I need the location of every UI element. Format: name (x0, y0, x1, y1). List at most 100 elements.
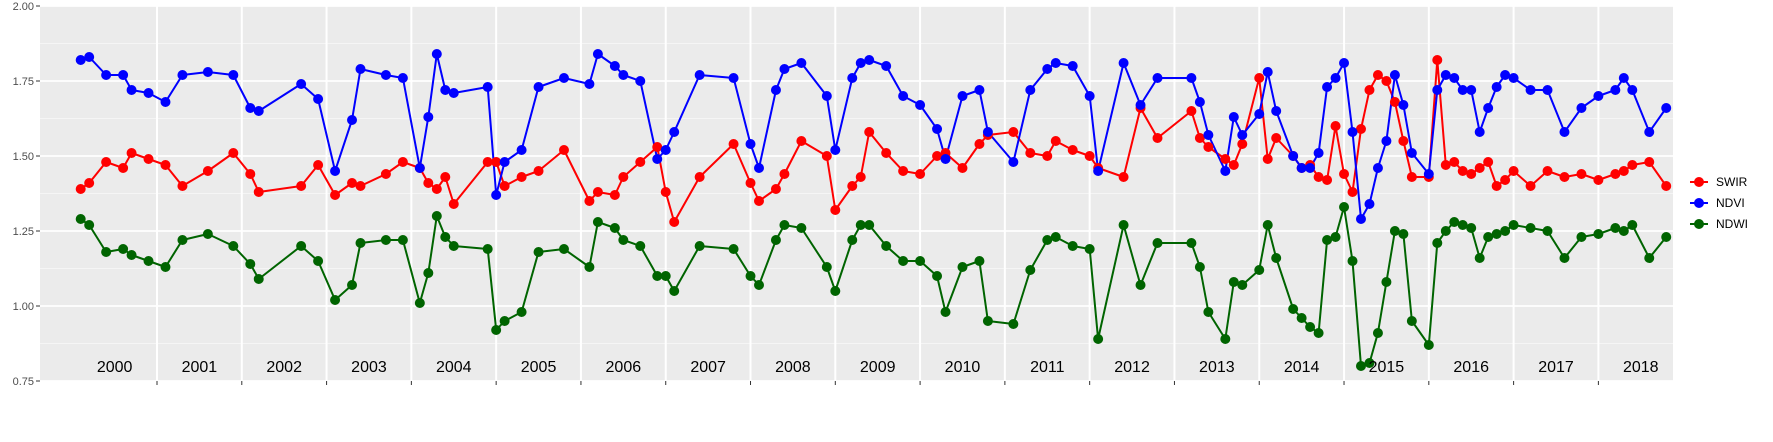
data-point-ndvi (618, 70, 629, 80)
data-point-ndvi (898, 91, 909, 101)
data-point-ndvi (1398, 100, 1409, 110)
data-point-swir (898, 166, 909, 176)
data-point-swir (1466, 169, 1477, 179)
data-point-ndwi (126, 250, 137, 260)
year-label: 2002 (266, 359, 302, 376)
data-point-ndwi (796, 223, 807, 233)
legend-key-dot (1694, 177, 1704, 187)
data-point-ndwi (1067, 241, 1078, 251)
data-point-ndwi (1398, 229, 1409, 239)
data-point-ndwi (1050, 232, 1061, 242)
y-tick-label: 1.50 (13, 151, 34, 163)
data-point-swir (1389, 97, 1400, 107)
data-point-ndwi (1508, 220, 1519, 230)
data-point-swir (1610, 169, 1621, 179)
data-point-swir (84, 178, 95, 188)
data-point-swir (1500, 175, 1511, 185)
data-point-swir (745, 178, 756, 188)
data-point-ndwi (1025, 265, 1036, 275)
data-point-ndwi (202, 229, 213, 239)
data-point-swir (75, 184, 86, 194)
data-point-swir (1432, 55, 1443, 65)
data-point-ndvi (1576, 103, 1587, 113)
data-point-ndvi (1423, 169, 1434, 179)
data-point-swir (1440, 160, 1451, 170)
data-point-swir (1050, 136, 1061, 146)
data-point-ndvi (753, 163, 764, 173)
data-point-swir (694, 172, 705, 182)
data-point-swir (101, 157, 112, 167)
data-point-ndwi (745, 271, 756, 281)
data-point-ndvi (982, 127, 993, 137)
data-point-ndvi (1339, 58, 1350, 68)
data-point-ndwi (618, 235, 629, 245)
data-point-ndwi (1364, 358, 1375, 368)
data-point-swir (957, 163, 968, 173)
data-point-ndwi (1618, 226, 1629, 236)
data-point-ndvi (1330, 73, 1341, 83)
year-label: 2017 (1538, 359, 1574, 376)
data-point-ndvi (1406, 148, 1417, 158)
data-point-ndwi (974, 256, 985, 266)
data-point-ndvi (126, 85, 137, 95)
data-point-ndvi (1610, 85, 1621, 95)
data-point-ndwi (881, 241, 892, 251)
data-point-ndvi (974, 85, 985, 95)
data-point-ndvi (1347, 127, 1358, 137)
legend-label: NDWI (1716, 217, 1748, 231)
data-point-ndvi (1203, 130, 1214, 140)
data-point-ndwi (1042, 235, 1053, 245)
year-label: 2003 (351, 359, 387, 376)
data-point-ndvi (1042, 64, 1053, 74)
data-point-ndwi (1339, 202, 1350, 212)
data-point-swir (660, 187, 671, 197)
data-point-ndwi (1483, 232, 1494, 242)
data-point-ndvi (355, 64, 366, 74)
legend-label: SWIR (1716, 175, 1748, 189)
data-point-ndwi (1271, 253, 1282, 263)
data-point-ndwi (1228, 277, 1239, 287)
data-point-ndvi (1220, 166, 1231, 176)
data-point-ndwi (1389, 226, 1400, 236)
data-point-ndwi (1406, 316, 1417, 326)
data-point-ndvi (1593, 91, 1604, 101)
data-point-ndvi (397, 73, 408, 83)
x-axis-ticks (156, 381, 1599, 385)
data-point-swir (864, 127, 875, 137)
data-point-ndvi (1372, 163, 1383, 173)
data-point-swir (1559, 172, 1570, 182)
data-point-ndvi (652, 154, 663, 164)
data-point-ndwi (1237, 280, 1248, 290)
data-point-ndvi (1559, 127, 1570, 137)
data-point-ndvi (660, 145, 671, 155)
data-point-ndvi (1186, 73, 1197, 83)
data-point-ndvi (1644, 127, 1655, 137)
data-point-swir (753, 196, 764, 206)
data-point-ndvi (1364, 199, 1375, 209)
data-point-ndwi (635, 241, 646, 251)
data-point-ndvi (745, 139, 756, 149)
data-point-ndvi (1483, 103, 1494, 113)
data-point-ndvi (160, 97, 171, 107)
data-point-swir (491, 157, 502, 167)
data-point-swir (1449, 157, 1460, 167)
data-point-swir (347, 178, 358, 188)
data-point-swir (1118, 172, 1129, 182)
data-point-swir (253, 187, 264, 197)
data-point-ndvi (1466, 85, 1477, 95)
data-point-ndvi (1627, 85, 1638, 95)
data-point-ndwi (1262, 220, 1273, 230)
data-point-swir (1542, 166, 1553, 176)
data-point-swir (202, 166, 213, 176)
data-point-swir (1025, 148, 1036, 158)
data-point-swir (821, 151, 832, 161)
grid-lines (40, 5, 1673, 382)
data-point-ndvi (1067, 61, 1078, 71)
data-point-ndvi (779, 64, 790, 74)
data-point-swir (160, 160, 171, 170)
y-axis: 0.75 1.00 1.25 1.50 1.75 2.00 (13, 1, 40, 388)
data-point-ndvi (1118, 58, 1129, 68)
year-label: 2013 (1199, 359, 1235, 376)
data-point-swir (1406, 172, 1417, 182)
data-point-ndwi (347, 280, 358, 290)
